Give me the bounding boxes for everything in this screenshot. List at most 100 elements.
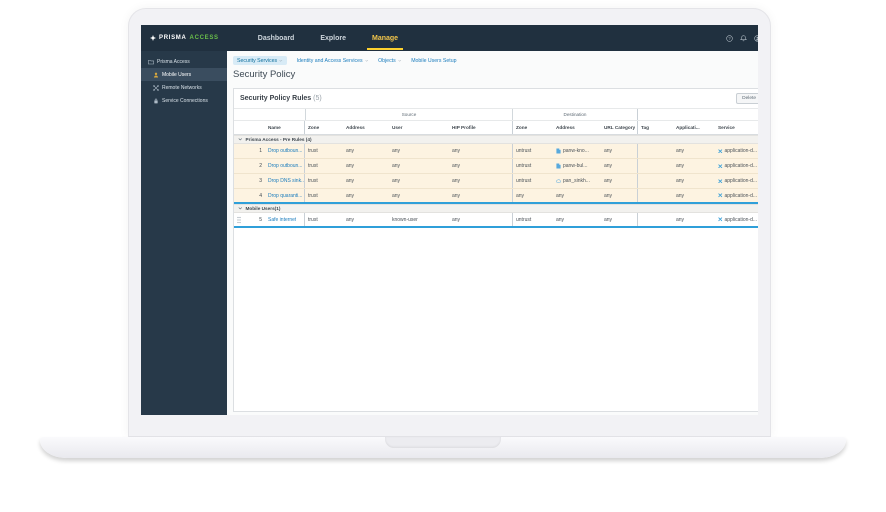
page-title: Security Policy <box>233 69 296 80</box>
table-group-header-row: Source Destination <box>234 109 758 121</box>
cell-drag <box>234 189 246 202</box>
breadcrumb-item-objects[interactable]: Objects <box>378 58 401 64</box>
table-row[interactable]: 1 Drop outboun... trust any any any untrust pan… <box>234 144 758 159</box>
address-object-icon <box>556 163 561 169</box>
delete-button[interactable]: Delete <box>736 93 758 104</box>
nav-tabs: Dashboard Explore Manage <box>245 25 411 51</box>
rule-name-link[interactable]: Drop outboun... <box>268 148 303 154</box>
nav-tab-label: Explore <box>320 34 347 42</box>
breadcrumb-item-identity-and-access-services[interactable]: Identity and Access Services <box>297 58 369 64</box>
cell-application: any <box>676 163 685 169</box>
col-header-user[interactable]: User <box>392 125 403 130</box>
table-row[interactable]: 4 Drop quaranti... trust any any any any any any… <box>234 189 758 204</box>
cell-source-hip-profile: any <box>449 144 513 158</box>
caret-down-icon <box>398 59 402 63</box>
cell-url-category: any <box>601 159 638 173</box>
col-header-address[interactable]: Address <box>346 125 365 130</box>
security-policy-rules-table: Source Destination Name Zone Address User HI… <box>234 109 758 228</box>
panel-title-text: Security Policy Rules <box>240 95 312 102</box>
avatar-icon[interactable] <box>754 34 758 42</box>
cell-rule-name: Drop DNS sink... <box>265 174 305 188</box>
rule-name-link[interactable]: Drop quaranti... <box>268 192 303 199</box>
destination-address-text: any <box>556 192 565 199</box>
col-header-address[interactable]: Address <box>556 125 575 130</box>
breadcrumb-label: Security Services <box>237 57 278 64</box>
cell-source-address: any <box>346 216 355 223</box>
sidebar-item-mobile-users[interactable]: Mobile Users <box>141 68 227 81</box>
col-header-position <box>246 121 265 134</box>
cell-rule-number: 1 <box>259 148 262 154</box>
col-header-hip-profile[interactable]: HIP Profile <box>449 121 513 134</box>
cell-drag <box>234 144 246 158</box>
chevron-down-icon[interactable] <box>238 137 243 142</box>
cell-source-zone: trust <box>308 216 318 223</box>
cell-source-user: any <box>392 192 401 199</box>
table-column-header-row: Name Zone Address User HIP Profile Zone Addres… <box>234 121 758 135</box>
cell-drag <box>234 213 246 226</box>
panel-title: Security Policy Rules (5) <box>240 95 322 102</box>
svg-text:?: ? <box>728 35 731 40</box>
rule-name-link[interactable]: Safe internet <box>268 216 297 223</box>
source-group-header: Source <box>305 109 513 120</box>
cell-destination-address: panw-bul... <box>553 159 601 173</box>
cell-service: application-d... <box>715 213 758 226</box>
nav-tab-explore[interactable]: Explore <box>307 25 359 51</box>
logo-text-prisma: PRISMA <box>159 35 187 41</box>
rule-name-link[interactable]: Drop DNS sink... <box>268 178 304 184</box>
col-header-url-category[interactable]: URL Category <box>601 121 638 134</box>
destination-group-header: Destination <box>513 109 638 120</box>
bell-icon[interactable] <box>740 34 747 42</box>
col-header-zone[interactable]: Zone <box>308 125 320 130</box>
sidebar-item-service-connections[interactable]: Service Connections <box>141 94 227 107</box>
breadcrumb-item-security-services[interactable]: Security Services <box>233 56 287 65</box>
cell-destination-zone: any <box>516 192 525 199</box>
breadcrumb-item-mobile-users-setup[interactable]: Mobile Users Setup <box>411 58 456 64</box>
cell-service: application-d... <box>715 189 758 202</box>
service-connections-icon <box>153 98 159 104</box>
cell-application: any <box>676 148 685 154</box>
caret-down-icon <box>279 59 283 63</box>
cell-url-category: any <box>601 174 638 188</box>
sidebar: Prisma Access Mobile Users Remote Networks… <box>141 51 227 415</box>
remote-networks-icon <box>153 84 159 91</box>
table-row[interactable]: 5 Safe internet trust any known-user any untru… <box>234 213 758 228</box>
col-header-tag[interactable]: Tag <box>641 125 649 130</box>
address-object-icon <box>556 148 561 154</box>
mobile-users-icon <box>153 72 159 78</box>
cell-rule-number: 4 <box>259 192 262 199</box>
table-body: Prisma Access - Pre Rules (4) 1 Drop outbo… <box>234 135 758 228</box>
cell-application: any <box>676 216 685 223</box>
rule-count-badge: (5) <box>313 95 322 102</box>
col-header-zone[interactable]: Zone <box>516 125 528 130</box>
top-nav: PRISMA ACCESS Dashboard Explore Manage ? <box>141 25 758 51</box>
panel-header: Security Policy Rules (5) Delete <box>234 89 758 109</box>
destination-address-text: pan_sinkh... <box>563 178 590 184</box>
rule-group-label: Prisma Access - Pre Rules (4) <box>245 137 312 142</box>
cell-destination-address: any <box>553 189 601 202</box>
nav-tab-manage[interactable]: Manage <box>359 25 411 51</box>
cell-source-address: any <box>346 148 355 154</box>
cell-source-hip-profile: any <box>449 213 513 226</box>
laptop-hinge-notch <box>385 437 501 448</box>
breadcrumb-label: Identity and Access Services <box>296 57 363 64</box>
table-row[interactable]: 3 Drop DNS sink... trust any any any untrust pa… <box>234 174 758 189</box>
help-icon[interactable]: ? <box>726 34 733 42</box>
nav-tab-dashboard[interactable]: Dashboard <box>245 25 308 51</box>
sidebar-item-remote-networks[interactable]: Remote Networks <box>141 81 227 94</box>
cell-tag <box>638 189 673 202</box>
drag-handle-icon[interactable] <box>237 216 241 224</box>
sidebar-item-prisma-access[interactable]: Prisma Access <box>141 55 227 68</box>
table-row[interactable]: 2 Drop outboun... trust any any any untrust pan… <box>234 159 758 174</box>
nav-icons: ? <box>726 34 758 42</box>
service-app-icon <box>718 179 723 184</box>
rule-name-link[interactable]: Drop outboun... <box>268 163 303 169</box>
prisma-access-logo[interactable]: PRISMA ACCESS <box>150 35 219 41</box>
rule-group-header: Mobile Users(1) <box>234 204 758 213</box>
breadcrumb-label: Mobile Users Setup <box>411 57 457 64</box>
chevron-down-icon[interactable] <box>238 206 243 211</box>
cell-application: any <box>676 178 685 184</box>
col-header-name[interactable]: Name <box>265 121 305 134</box>
col-header-service[interactable]: Service <box>718 125 735 130</box>
sinkhole-icon <box>556 178 561 184</box>
col-header-applicati[interactable]: Applicati... <box>676 125 700 130</box>
